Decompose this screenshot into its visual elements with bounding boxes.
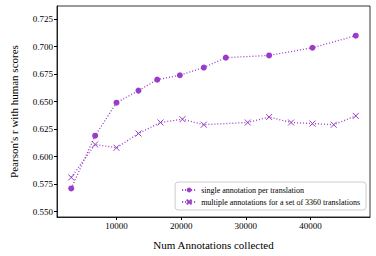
svg-text:40000: 40000 (299, 221, 322, 231)
svg-text:0.550: 0.550 (33, 207, 54, 217)
svg-text:single annotation per translat: single annotation per translation (201, 186, 304, 195)
svg-text:0.625: 0.625 (33, 124, 54, 134)
svg-text:20000: 20000 (170, 221, 193, 231)
svg-text:0.650: 0.650 (33, 97, 54, 107)
svg-text:10000: 10000 (105, 221, 128, 231)
svg-text:0.675: 0.675 (33, 69, 54, 79)
svg-text:0.600: 0.600 (33, 152, 54, 162)
svg-text:0.575: 0.575 (33, 179, 54, 189)
svg-text:Num Annotations collected: Num Annotations collected (153, 239, 274, 251)
svg-text:0.700: 0.700 (33, 42, 54, 52)
svg-text:Pearson's r with human scores: Pearson's r with human scores (8, 45, 20, 178)
svg-text:multiple annotations for a set: multiple annotations for a set of 3360 t… (201, 198, 360, 207)
svg-text:30000: 30000 (235, 221, 258, 231)
svg-text:0.725: 0.725 (33, 14, 54, 24)
